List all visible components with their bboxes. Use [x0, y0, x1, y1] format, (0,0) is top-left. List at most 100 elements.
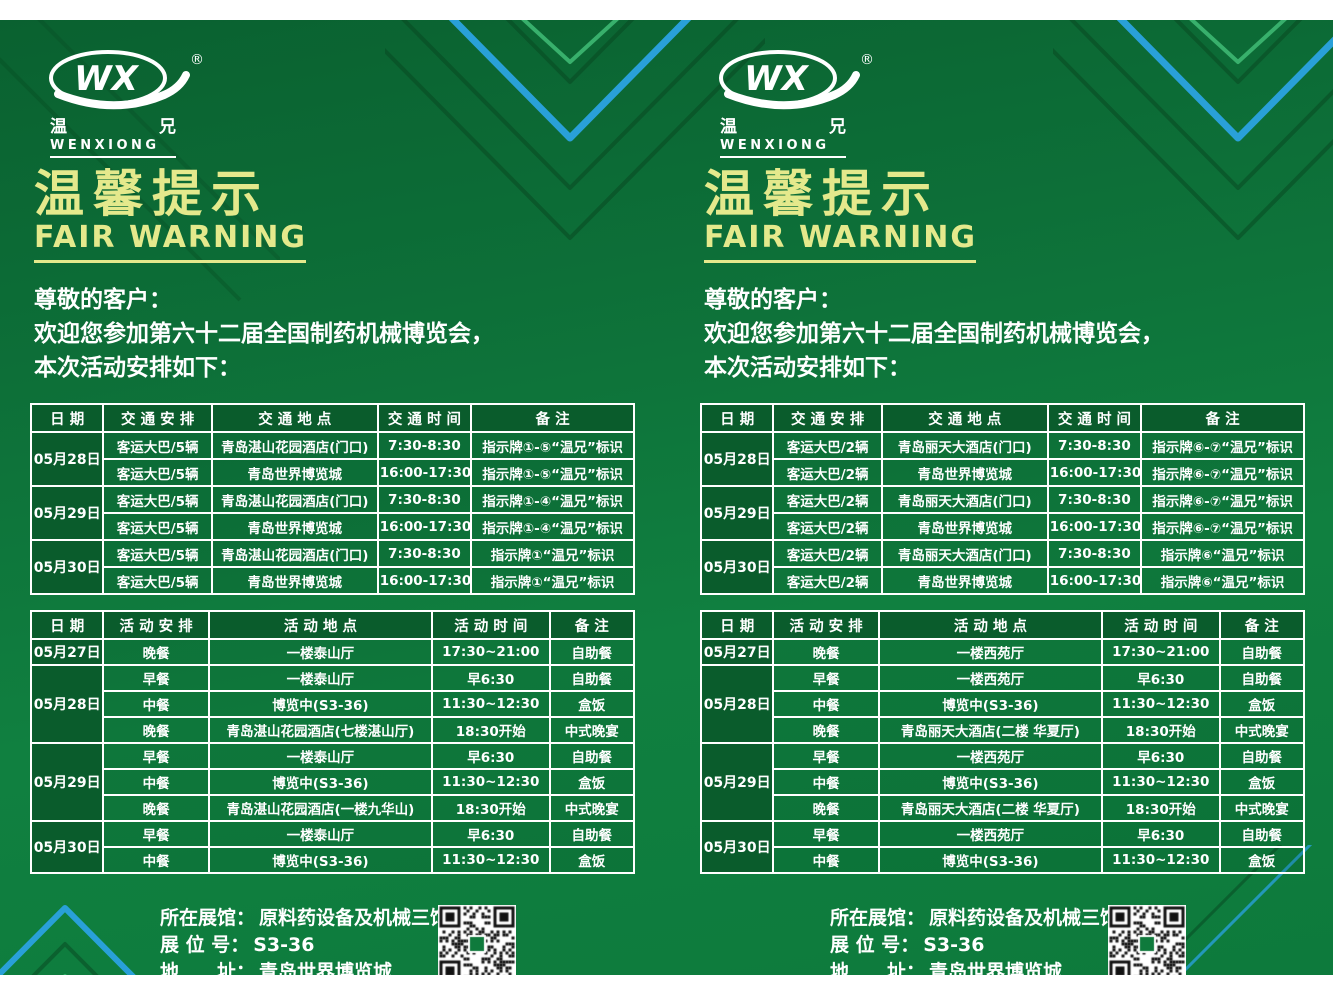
date-cell: 05月27日 [699, 638, 775, 666]
footer-value: 原料药设备及机械三馆 [929, 907, 1120, 929]
table-cell: 中式晚宴 [548, 716, 636, 744]
table-cell: 博览中(S3-36) [877, 690, 1103, 718]
page-title-cn: 温馨提示 [704, 165, 940, 223]
table-row: 客运大巴/2辆 青岛世界博览城 16:00-17:30 指示牌⑥-⑦“温兄”标识 [701, 512, 1305, 541]
table-cell: 早餐 [772, 820, 880, 848]
table-row: 中餐 博览中(S3-36) 11:30~12:30 盒饭 [31, 846, 636, 874]
table-cell: 青岛湛山花园酒店(门口) [210, 539, 379, 568]
logo-swoosh [724, 71, 860, 110]
table-cell: 早6:30 [430, 664, 551, 692]
table-cell: 指示牌①“温兄”标识 [470, 539, 635, 568]
table-header-row: 日 期 交 通 安 排 交 通 地 点 交 通 时 间 备 注 [699, 403, 1305, 433]
date-cell: 05月28日 [699, 664, 775, 744]
table-row: 05月28日 早餐 一楼泰山厅 早6:30 自助餐 [29, 664, 636, 744]
footer-value: 青岛世界博览城 [259, 961, 393, 975]
table-cell: 17:30~21:00 [1100, 638, 1221, 666]
logo-cn-xiong: 兄 [829, 117, 846, 137]
table-cell: 客运大巴/5辆 [102, 512, 213, 541]
table-cell: 客运大巴/5辆 [102, 539, 213, 568]
table-cell: 11:30~12:30 [1100, 846, 1221, 874]
footer-line: 展 位 号： S3-36 [160, 932, 635, 959]
table-row: 客运大巴/5辆 青岛世界博览城 16:00-17:30 指示牌①-④“温兄”标识 [31, 512, 635, 541]
table-cell: 早6:30 [1100, 820, 1221, 848]
table-header-cell: 交 通 地 点 [880, 403, 1049, 433]
page-title-cn: 温馨提示 [34, 165, 270, 223]
table-row: 05月30日 早餐 一楼泰山厅 早6:30 自助餐 [29, 820, 636, 874]
title-underline [34, 260, 306, 263]
table-cell: 一楼泰山厅 [207, 638, 433, 666]
table-cell: 16:00-17:30 [1046, 458, 1143, 487]
table-cell: 7:30-8:30 [376, 431, 473, 460]
logo-cn-wen: 温 [50, 117, 67, 137]
footer-label: 地 址： [830, 961, 926, 975]
table-row: 客运大巴/5辆 青岛世界博览城 16:00-17:30 指示牌①“温兄”标识 [31, 566, 635, 595]
date-cell: 05月28日 [29, 431, 105, 487]
transport-table: 日 期 交 通 安 排 交 通 地 点 交 通 时 间 备 注 05月28日 客运… [29, 403, 635, 595]
table-cell: 晚餐 [772, 794, 880, 822]
table-cell: 11:30~12:30 [1100, 768, 1221, 796]
table-cell: 客运大巴/2辆 [772, 485, 883, 514]
logo-wx-text: WX [74, 59, 140, 99]
table-cell: 晚餐 [772, 716, 880, 744]
table-cell: 早餐 [102, 820, 210, 848]
table-cell: 一楼泰山厅 [207, 664, 433, 692]
table-cell: 晚餐 [102, 716, 210, 744]
table-cell: 一楼泰山厅 [207, 820, 433, 848]
table-cell: 中餐 [772, 690, 880, 718]
table-header-cell: 日 期 [699, 403, 775, 433]
logo-swoosh [54, 71, 190, 110]
table-cell: 早6:30 [1100, 742, 1221, 770]
footer-label: 展 位 号： [830, 934, 920, 956]
poster-panel-right: WX ® 温 兄 WENXIONG 温馨提示 FAIR WARNING 尊敬的客… [699, 20, 1306, 975]
table-cell: 7:30-8:30 [376, 539, 473, 568]
greeting-line: 欢迎您参加第六十二届全国制药机械博览会， [34, 321, 494, 347]
table-row: 05月29日 早餐 一楼西苑厅 早6:30 自助餐 [699, 742, 1306, 822]
greeting-line: 尊敬的客户： [704, 287, 842, 313]
table-cell: 指示牌⑥“温兄”标识 [1140, 539, 1305, 568]
table-cell: 盒饭 [1218, 690, 1306, 718]
page-title-en: FAIR WARNING [704, 220, 978, 255]
table-cell: 中式晚宴 [1218, 716, 1306, 744]
table-cell: 早餐 [772, 664, 880, 692]
table-cell: 青岛世界博览城 [210, 566, 379, 595]
table-header-cell: 交 通 时 间 [1046, 403, 1143, 433]
table-cell: 早餐 [772, 742, 880, 770]
table-cell: 盒饭 [548, 846, 636, 874]
table-header-cell: 活 动 安 排 [102, 610, 210, 640]
table-header-cell: 活 动 时 间 [430, 610, 551, 640]
table-row: 05月30日 客运大巴/5辆 青岛湛山花园酒店(门口) 7:30-8:30 指示牌①“温… [29, 539, 635, 595]
table-row: 晚餐 青岛湛山花园酒店(一楼九华山) 18:30开始 中式晚宴 [31, 794, 636, 822]
table-header-cell: 活 动 时 间 [1100, 610, 1221, 640]
table-cell: 自助餐 [1218, 664, 1306, 692]
table-cell: 中餐 [102, 768, 210, 796]
table-cell: 客运大巴/2辆 [772, 566, 883, 595]
table-cell: 青岛湛山花园酒店(七楼湛山厅) [207, 716, 433, 744]
footer-label: 地 址： [160, 961, 256, 975]
footer-label: 所在展馆： [160, 907, 256, 929]
table-header-cell: 交 通 地 点 [210, 403, 379, 433]
table-cell: 中餐 [772, 846, 880, 874]
table-row: 05月28日 客运大巴/2辆 青岛丽天大酒店(门口) 7:30-8:30 指示牌⑥-⑦“… [699, 431, 1305, 487]
table-cell: 青岛丽天大酒店(二楼 华夏厅) [877, 794, 1103, 822]
table-cell: 自助餐 [1218, 742, 1306, 770]
table-row: 05月29日 客运大巴/5辆 青岛湛山花园酒店(门口) 7:30-8:30 指示牌①-④… [29, 485, 635, 541]
footer-info: 所在展馆： 原料药设备及机械三馆 展 位 号： S3-36 地 址： 青岛世界博览城 [830, 905, 1305, 975]
table-row: 05月28日 客运大巴/5辆 青岛湛山花园酒店(门口) 7:30-8:30 指示牌①-⑤… [29, 431, 635, 487]
table-cell: 客运大巴/5辆 [102, 458, 213, 487]
table-row: 晚餐 青岛丽天大酒店(二楼 华夏厅) 18:30开始 中式晚宴 [701, 716, 1306, 744]
table-cell: 指示牌①“温兄”标识 [470, 566, 635, 595]
footer-label: 展 位 号： [160, 934, 250, 956]
table-cell: 自助餐 [548, 664, 636, 692]
table-header-cell: 活 动 安 排 [772, 610, 880, 640]
footer-line: 所在展馆： 原料药设备及机械三馆 [160, 905, 635, 932]
table-row: 05月30日 客运大巴/2辆 青岛丽天大酒店(门口) 7:30-8:30 指示牌⑥“温兄… [699, 539, 1305, 595]
table-cell: 青岛世界博览城 [880, 512, 1049, 541]
table-header-row: 日 期 活 动 安 排 活 动 地 点 活 动 时 间 备 注 [699, 610, 1306, 640]
table-cell: 16:00-17:30 [376, 512, 473, 541]
table-cell: 晚餐 [102, 794, 210, 822]
date-cell: 05月29日 [699, 742, 775, 822]
activity-table: 日 期 活 动 安 排 活 动 地 点 活 动 时 间 备 注 05月27日 晚餐… [29, 610, 636, 874]
logo-latin: WENXIONG [50, 138, 176, 158]
table-cell: 早餐 [102, 742, 210, 770]
table-header-cell: 交 通 时 间 [376, 403, 473, 433]
